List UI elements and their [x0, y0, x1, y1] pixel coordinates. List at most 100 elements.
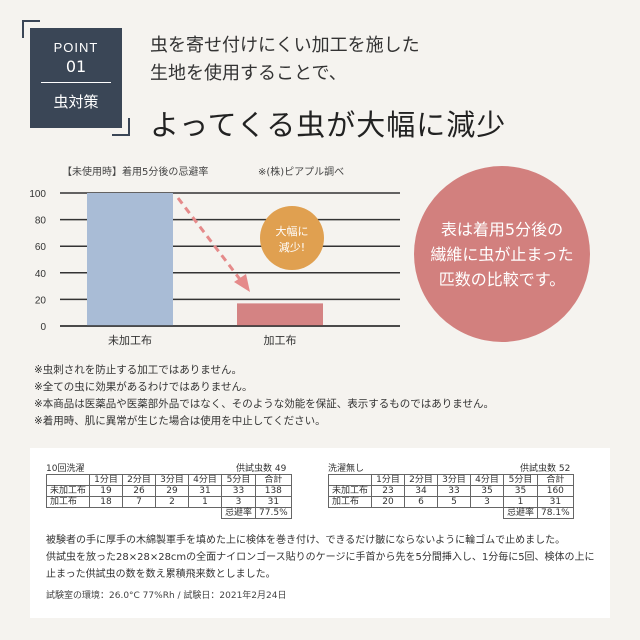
desc-line: 止まった供試虫の数を数え累積飛来数としました。: [46, 569, 276, 580]
table-cell: 7: [122, 496, 157, 508]
headline-line1: 虫を寄せ付けにくい加工を施した: [150, 35, 420, 56]
table1: 1分目 2分目 3分目 4分目 5分目 合計 未加工布 19 26 29 31 33 138 加工布 18 7…: [45, 474, 292, 519]
arrow-head-icon: [234, 274, 250, 292]
table-cell: 3: [221, 496, 257, 508]
table-cell: 3: [470, 496, 505, 508]
bar-chart: 100 80 60 40 20 0 未加工布 加工布 大幅に減少!: [29, 189, 400, 347]
table-cell: 未加工布: [327, 485, 373, 497]
circle-line3: 匹数の比較です。: [438, 269, 566, 289]
table-cell: 35: [470, 485, 505, 497]
table2: 1分目 2分目 3分目 4分目 5分目 合計 未加工布 23 34 33 35 35 160 加工布 20 6…: [327, 474, 574, 519]
table-spacer: [123, 508, 156, 519]
table-spacer: [405, 508, 438, 519]
table-row: 1分目 2分目 3分目 4分目 5分目 合計: [45, 474, 292, 486]
table-cell: 2分目: [404, 474, 439, 486]
table-cell: 2: [155, 496, 190, 508]
table-corner: [45, 474, 91, 486]
table-spacer: [471, 508, 504, 519]
table-cell: 5分目: [503, 474, 539, 486]
y-tick-label: 80: [35, 216, 47, 227]
x-tick-label: 加工布: [264, 334, 297, 347]
circle-line2: 繊維に虫が止まった: [430, 244, 574, 264]
table-row: 加工布 18 7 2 1 3 31: [45, 496, 292, 508]
badge-point: POINT: [53, 40, 99, 55]
note: ※本商品は医薬品や医薬部外品ではなく、そのような効能を保証、表示するものではあり…: [34, 398, 494, 410]
table-spacer: [156, 508, 189, 519]
test-description: 被験者の手に厚手の木綿製軍手を填めた上に検体を巻き付け、できるだけ皺にならないよ…: [46, 532, 606, 583]
table-cell: 35: [503, 485, 539, 497]
table-cell: 加工布: [327, 496, 373, 508]
table-cell: 29: [155, 485, 190, 497]
headline-big: よってくる虫が大幅に減少: [150, 108, 507, 142]
table-cell: 合計: [537, 474, 574, 486]
table-spacer: [47, 508, 90, 519]
x-tick-label: 未加工布: [108, 334, 152, 347]
y-tick-label: 40: [35, 269, 47, 280]
annotation-line1: 大幅に: [276, 224, 309, 238]
table-cell: 160: [537, 485, 574, 497]
desc-line: 供試虫を放った28×28×28cmの全面ナイロンゴース貼りのケージに手首から先を…: [46, 552, 595, 563]
table-cell: 1: [188, 496, 223, 508]
table-cell: 5分目: [221, 474, 257, 486]
table-cell: 33: [221, 485, 257, 497]
table-cell: 19: [89, 485, 124, 497]
table-spacer: [438, 508, 471, 519]
y-tick-label: 60: [35, 242, 47, 253]
table-cell: 138: [255, 485, 292, 497]
table2-count: 供試虫数 52: [520, 464, 571, 474]
table-cell: 加工布: [45, 496, 91, 508]
table-cell: 33: [437, 485, 472, 497]
headline-line2: 生地を使用することで、: [150, 63, 347, 84]
table-row: 未加工布 23 34 33 35 35 160: [327, 485, 574, 497]
table-cell: 26: [122, 485, 157, 497]
rate-label: 忌避率: [221, 507, 257, 519]
table-row: 加工布 20 6 5 3 1 31: [327, 496, 574, 508]
table-cell: 合計: [255, 474, 292, 486]
y-tick-label: 20: [35, 295, 47, 306]
table-row: 1分目 2分目 3分目 4分目 5分目 合計: [327, 474, 574, 486]
table-cell: 18: [89, 496, 124, 508]
badge-divider: [41, 82, 111, 83]
circle-line1: 表は着用5分後の: [440, 219, 564, 239]
trend-arrow: [176, 197, 244, 283]
table-cell: 6: [404, 496, 439, 508]
table2-title: 洗濯無し: [328, 464, 365, 474]
bar: [237, 303, 323, 326]
table-cell: 3分目: [437, 474, 472, 486]
table-cell: 1分目: [89, 474, 124, 486]
note: ※着用時、肌に異常が生じた場合は使用を中止してください。: [34, 415, 326, 427]
y-tick-label: 100: [29, 189, 46, 200]
table-cell: 未加工布: [45, 485, 91, 497]
y-tick-label: 0: [40, 322, 46, 333]
annotation-line2: 減少!: [279, 240, 305, 254]
table-cell: 4分目: [470, 474, 505, 486]
table-row: 未加工布 19 26 29 31 33 138: [45, 485, 292, 497]
rate-label: 忌避率: [503, 507, 539, 519]
table-cell: 23: [371, 485, 406, 497]
note: ※虫刺されを防止する加工ではありません。: [34, 364, 242, 376]
desc-line: 被験者の手に厚手の木綿製軍手を填めた上に検体を巻き付け、できるだけ皺にならないよ…: [46, 535, 566, 546]
table-cell: 3分目: [155, 474, 190, 486]
table-cell: 1分目: [371, 474, 406, 486]
table-cell: 4分目: [188, 474, 223, 486]
table-row: 忌避率 78.1%: [329, 507, 574, 519]
badge-number: 01: [65, 57, 87, 76]
table-corner: [327, 474, 373, 486]
annotation-circle: [260, 206, 324, 270]
table-spacer: [329, 508, 372, 519]
badge-title: 虫対策: [53, 93, 99, 111]
table-cell: 20: [371, 496, 406, 508]
table-cell: 31: [537, 496, 574, 508]
table-cell: 2分目: [122, 474, 157, 486]
rate-value: 78.1%: [537, 507, 574, 519]
table1-title: 10回洗濯: [46, 464, 85, 474]
chart-source: ※(株)ピアプル調べ: [258, 167, 345, 178]
test-environment: 試験室の環境：26.0°C 77%Rh / 試験日：2021年2月24日: [46, 591, 287, 601]
table-row: 忌避率 77.5%: [47, 507, 292, 519]
table-cell: 31: [255, 496, 292, 508]
notes: ※虫刺されを防止する加工ではありません。 ※全ての虫に効果があるわけではありませ…: [34, 362, 494, 430]
chart-caption: 【未使用時】着用5分後の忌避率: [62, 167, 209, 178]
table1-count: 供試虫数 49: [236, 464, 287, 474]
table-spacer: [372, 508, 405, 519]
table-cell: 34: [404, 485, 439, 497]
